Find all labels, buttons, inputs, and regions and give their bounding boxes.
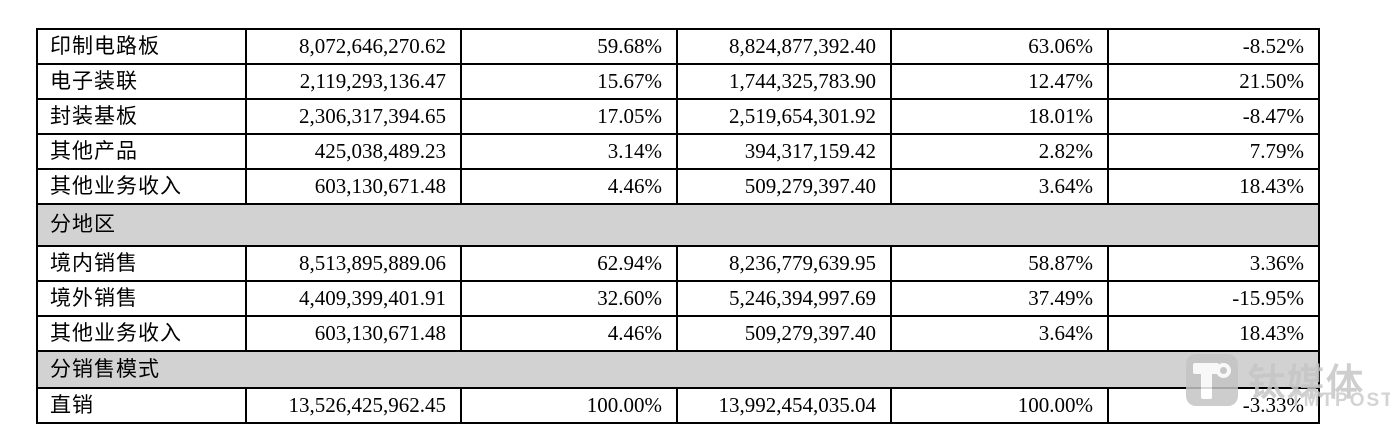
amount-current: 13,526,425,962.45 bbox=[245, 387, 462, 424]
pct-current: 17.05% bbox=[460, 98, 678, 135]
pct-prior: 3.64% bbox=[890, 168, 1109, 205]
table-row: 封装基板 2,306,317,394.65 17.05% 2,519,654,301.… bbox=[36, 98, 1320, 135]
table-row: 其他业务收入 603,130,671.48 4.46% 509,279,397.40 3… bbox=[36, 168, 1320, 205]
row-label: 电子装联 bbox=[36, 63, 247, 100]
table-row: 其他产品 425,038,489.23 3.14% 394,317,159.42 2.8… bbox=[36, 133, 1320, 170]
section-header-row: 分销售模式 bbox=[36, 350, 1320, 389]
section-header-row: 分地区 bbox=[36, 203, 1320, 247]
row-label: 封装基板 bbox=[36, 98, 247, 135]
pct-prior: 63.06% bbox=[890, 28, 1109, 65]
pct-current: 32.60% bbox=[460, 280, 678, 317]
table-row: 境内销售 8,513,895,889.06 62.94% 8,236,779,639.… bbox=[36, 245, 1320, 282]
pct-prior: 100.00% bbox=[890, 387, 1109, 424]
amount-prior: 509,279,397.40 bbox=[676, 168, 892, 205]
amount-current: 8,513,895,889.06 bbox=[245, 245, 462, 282]
section-header-cell: 分销售模式 bbox=[36, 350, 1320, 389]
row-label: 直销 bbox=[36, 387, 247, 424]
yoy-change: 18.43% bbox=[1107, 315, 1320, 352]
revenue-table-body: 印制电路板 8,072,646,270.62 59.68% 8,824,877,392… bbox=[36, 28, 1320, 424]
amount-current: 8,072,646,270.62 bbox=[245, 28, 462, 65]
row-label: 印制电路板 bbox=[36, 28, 247, 65]
pct-current: 4.46% bbox=[460, 168, 678, 205]
table-row: 直销 13,526,425,962.45 100.00% 13,992,454,035… bbox=[36, 387, 1320, 424]
table-row: 其他业务收入 603,130,671.48 4.46% 509,279,397.40 3… bbox=[36, 315, 1320, 352]
row-label: 境内销售 bbox=[36, 245, 247, 282]
yoy-change: -3.33% bbox=[1107, 387, 1320, 424]
amount-current: 4,409,399,401.91 bbox=[245, 280, 462, 317]
section-header-cell: 分地区 bbox=[36, 203, 1320, 247]
amount-current: 603,130,671.48 bbox=[245, 168, 462, 205]
amount-current: 425,038,489.23 bbox=[245, 133, 462, 170]
pct-prior: 18.01% bbox=[890, 98, 1109, 135]
row-label: 其他产品 bbox=[36, 133, 247, 170]
pct-current: 62.94% bbox=[460, 245, 678, 282]
pct-prior: 2.82% bbox=[890, 133, 1109, 170]
table-row: 境外销售 4,409,399,401.91 32.60% 5,246,394,997.… bbox=[36, 280, 1320, 317]
amount-prior: 2,519,654,301.92 bbox=[676, 98, 892, 135]
amount-prior: 394,317,159.42 bbox=[676, 133, 892, 170]
yoy-change: -8.47% bbox=[1107, 98, 1320, 135]
pct-current: 4.46% bbox=[460, 315, 678, 352]
yoy-change: 21.50% bbox=[1107, 63, 1320, 100]
yoy-change: 7.79% bbox=[1107, 133, 1320, 170]
yoy-change: 18.43% bbox=[1107, 168, 1320, 205]
amount-prior: 5,246,394,997.69 bbox=[676, 280, 892, 317]
pct-current: 59.68% bbox=[460, 28, 678, 65]
row-label: 境外销售 bbox=[36, 280, 247, 317]
pct-prior: 12.47% bbox=[890, 63, 1109, 100]
pct-prior: 3.64% bbox=[890, 315, 1109, 352]
amount-prior: 1,744,325,783.90 bbox=[676, 63, 892, 100]
pct-prior: 58.87% bbox=[890, 245, 1109, 282]
table-row: 电子装联 2,119,293,136.47 15.67% 1,744,325,783.… bbox=[36, 63, 1320, 100]
amount-current: 2,119,293,136.47 bbox=[245, 63, 462, 100]
amount-prior: 13,992,454,035.04 bbox=[676, 387, 892, 424]
yoy-change: 3.36% bbox=[1107, 245, 1320, 282]
amount-current: 603,130,671.48 bbox=[245, 315, 462, 352]
row-label: 其他业务收入 bbox=[36, 315, 247, 352]
amount-prior: 8,824,877,392.40 bbox=[676, 28, 892, 65]
table-row: 印制电路板 8,072,646,270.62 59.68% 8,824,877,392… bbox=[36, 28, 1320, 65]
amount-prior: 8,236,779,639.95 bbox=[676, 245, 892, 282]
amount-prior: 509,279,397.40 bbox=[676, 315, 892, 352]
pct-prior: 37.49% bbox=[890, 280, 1109, 317]
revenue-table: 印制电路板 8,072,646,270.62 59.68% 8,824,877,392… bbox=[36, 28, 1320, 424]
yoy-change: -15.95% bbox=[1107, 280, 1320, 317]
yoy-change: -8.52% bbox=[1107, 28, 1320, 65]
pct-current: 15.67% bbox=[460, 63, 678, 100]
row-label: 其他业务收入 bbox=[36, 168, 247, 205]
amount-current: 2,306,317,394.65 bbox=[245, 98, 462, 135]
pct-current: 100.00% bbox=[460, 387, 678, 424]
pct-current: 3.14% bbox=[460, 133, 678, 170]
